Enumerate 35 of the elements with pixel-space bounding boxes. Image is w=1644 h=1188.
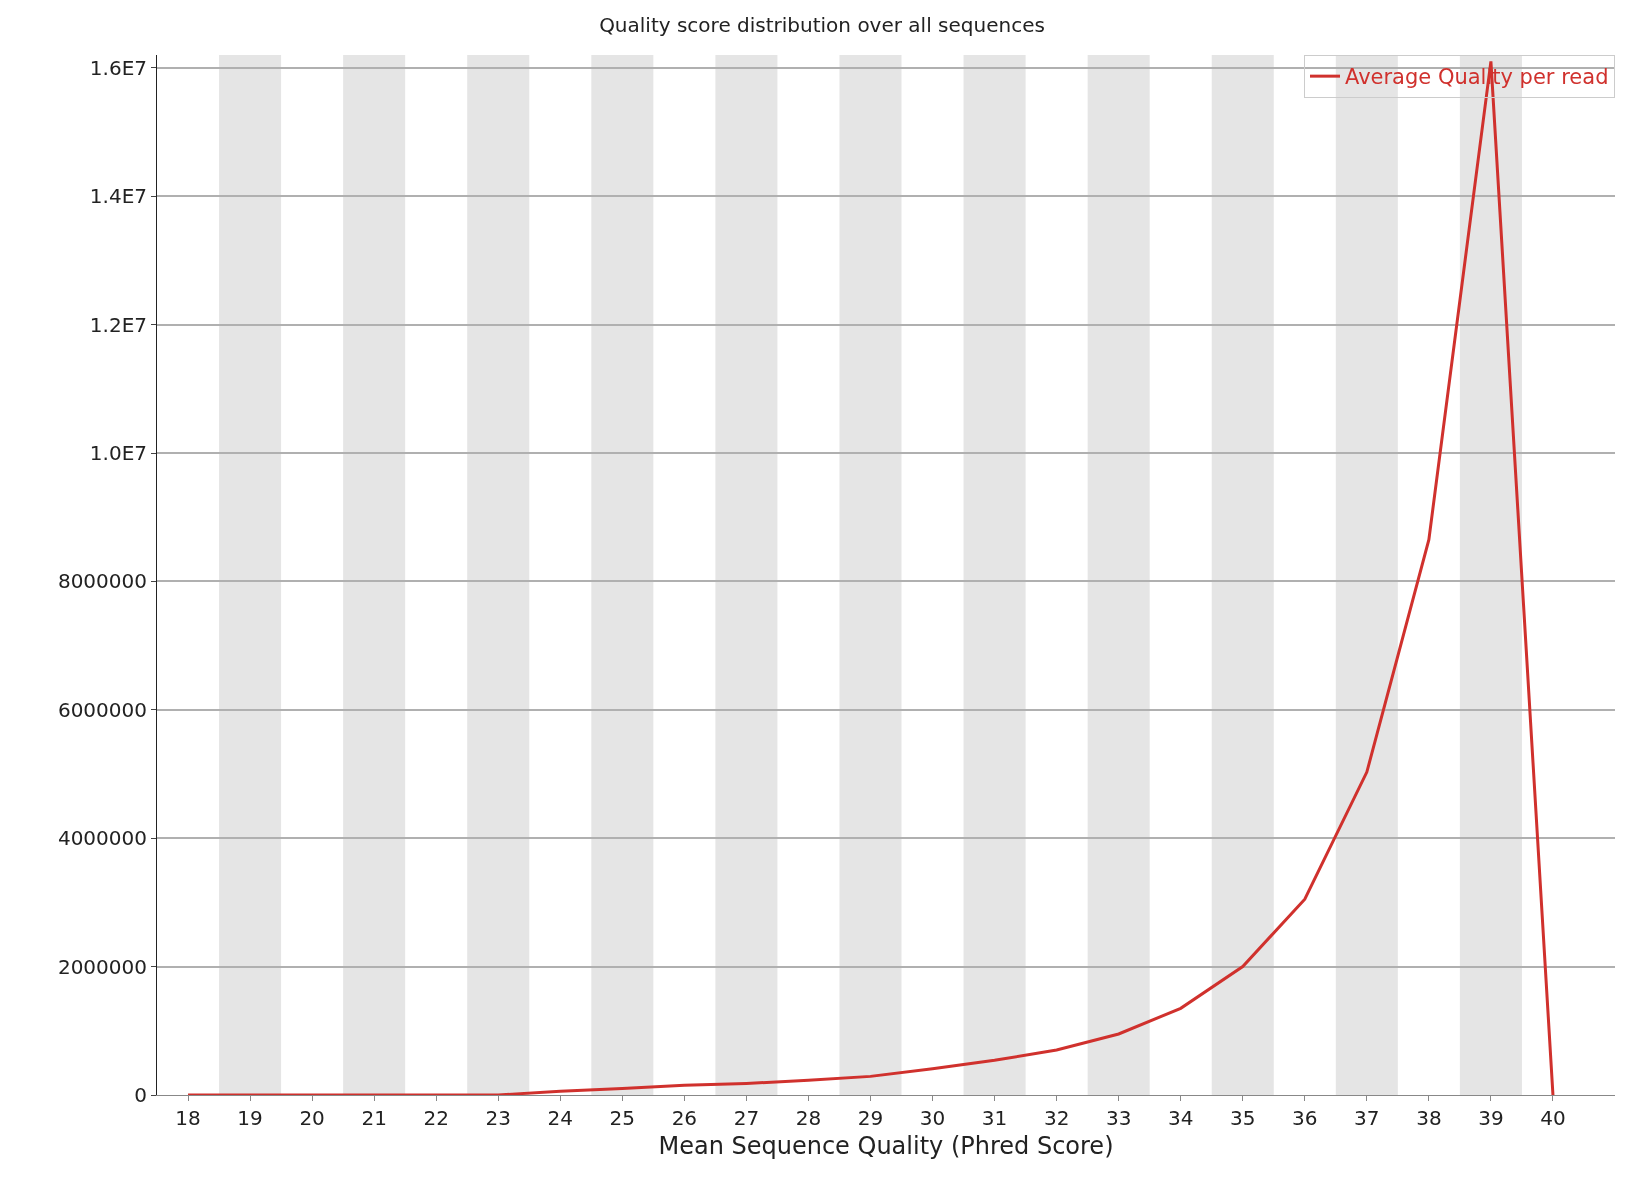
y-tick-label: 2000000 [57, 954, 147, 979]
y-tick-label: 6000000 [57, 697, 147, 722]
x-tick-label: 37 [1354, 1106, 1380, 1130]
x-tick-label: 30 [919, 1106, 946, 1130]
x-tick-label: 24 [547, 1106, 574, 1130]
x-tick-label: 38 [1416, 1106, 1442, 1130]
x-tick-label: 40 [1540, 1106, 1566, 1130]
x-tick-label: 21 [361, 1106, 387, 1130]
y-tick-label: 1.6E7 [89, 55, 147, 80]
x-tick-label: 19 [237, 1106, 263, 1130]
x-tick-label: 33 [1105, 1106, 1132, 1130]
y-tick-label: 0 [134, 1083, 147, 1107]
x-tick-label: 23 [485, 1106, 511, 1130]
x-tick-label: 36 [1292, 1106, 1318, 1130]
x-tick-label: 27 [733, 1106, 760, 1130]
y-tick-label: 4000000 [57, 826, 147, 851]
x-tick-label: 18 [175, 1106, 201, 1130]
y-tick-label: 1.4E7 [89, 184, 147, 209]
line-series [186, 59, 1555, 1095]
x-tick-label: 29 [857, 1106, 884, 1130]
y-tick-label: 1.2E7 [89, 312, 147, 337]
x-tick-label: 26 [671, 1106, 698, 1130]
x-tick-label: 31 [981, 1106, 1008, 1130]
x-tick-label: 28 [795, 1106, 822, 1130]
chart-title: Quality score distribution over all sequences [599, 12, 1045, 37]
x-tick-label: 20 [299, 1106, 325, 1130]
y-tick-label: 8000000 [57, 569, 147, 594]
x-tick-label: 32 [1043, 1106, 1070, 1130]
x-tick-label: 22 [423, 1106, 449, 1130]
x-tick-label: 35 [1230, 1106, 1256, 1130]
x-tick-label: 34 [1167, 1106, 1194, 1130]
x-tick-label: 25 [609, 1106, 636, 1130]
y-tick-label: 1.0E7 [89, 441, 147, 466]
x-tick-label: 39 [1478, 1106, 1504, 1130]
x-axis-title: Mean Sequence Quality (Phred Score) [658, 1132, 1114, 1161]
